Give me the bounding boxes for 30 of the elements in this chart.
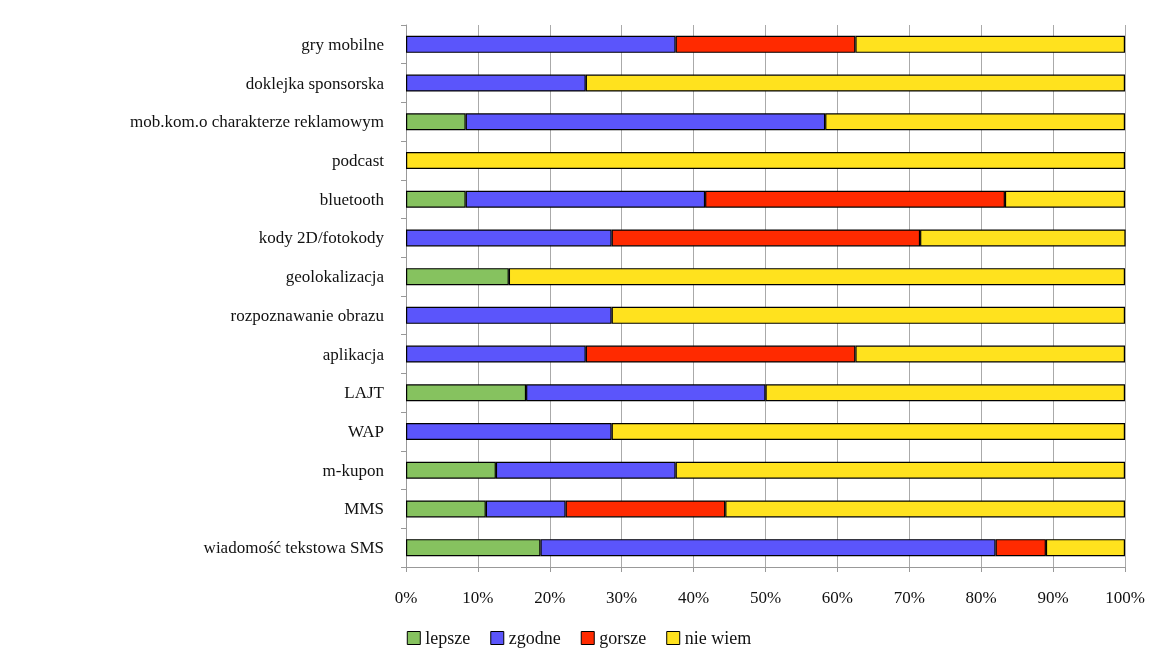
x-tick-label: 70% — [893, 588, 925, 607]
y-tick-label: wiadomość tekstowa SMS — [203, 538, 384, 558]
x-tick-label: 60% — [821, 588, 853, 607]
y-tick-label: doklejka sponsorska — [245, 73, 385, 93]
y-tick-label: kody 2D/fotokody — [258, 228, 385, 248]
x-tick-label: 90% — [1037, 588, 1069, 607]
y-tick-label: aplikacja — [322, 344, 385, 364]
y-tick-label: geolokalizacja — [285, 267, 385, 287]
x-tick-label: 20% — [534, 588, 566, 607]
x-tick-label: 50% — [749, 588, 782, 607]
x-tick-label: 80% — [965, 588, 997, 607]
x-tick-label: 0% — [394, 588, 418, 607]
y-tick-label: WAP — [348, 422, 384, 441]
y-tick-label: gry mobilne — [301, 34, 384, 54]
legend-label: gorsze — [599, 628, 647, 648]
legend-label: nie wiem — [684, 628, 752, 648]
y-tick-label: LAJT — [344, 383, 385, 403]
x-tick-label: 30% — [606, 588, 638, 607]
legend-label: zgodne — [508, 628, 561, 648]
bar — [406, 152, 1125, 169]
x-tick-label: 10% — [462, 588, 494, 607]
y-tick-label: MMS — [344, 499, 384, 519]
x-tick-label: 100% — [1105, 588, 1145, 607]
y-tick-label: m-kupon — [322, 460, 385, 480]
y-tick-label: rozpoznawanie obrazu — [230, 305, 385, 325]
y-tick-label: podcast — [332, 151, 385, 170]
legend-label: lepsze — [425, 628, 471, 648]
y-tick-label: bluetooth — [319, 189, 385, 209]
y-tick-label: mob.kom.o charakterze reklamowym — [130, 112, 384, 132]
x-tick-label: 40% — [678, 588, 710, 607]
